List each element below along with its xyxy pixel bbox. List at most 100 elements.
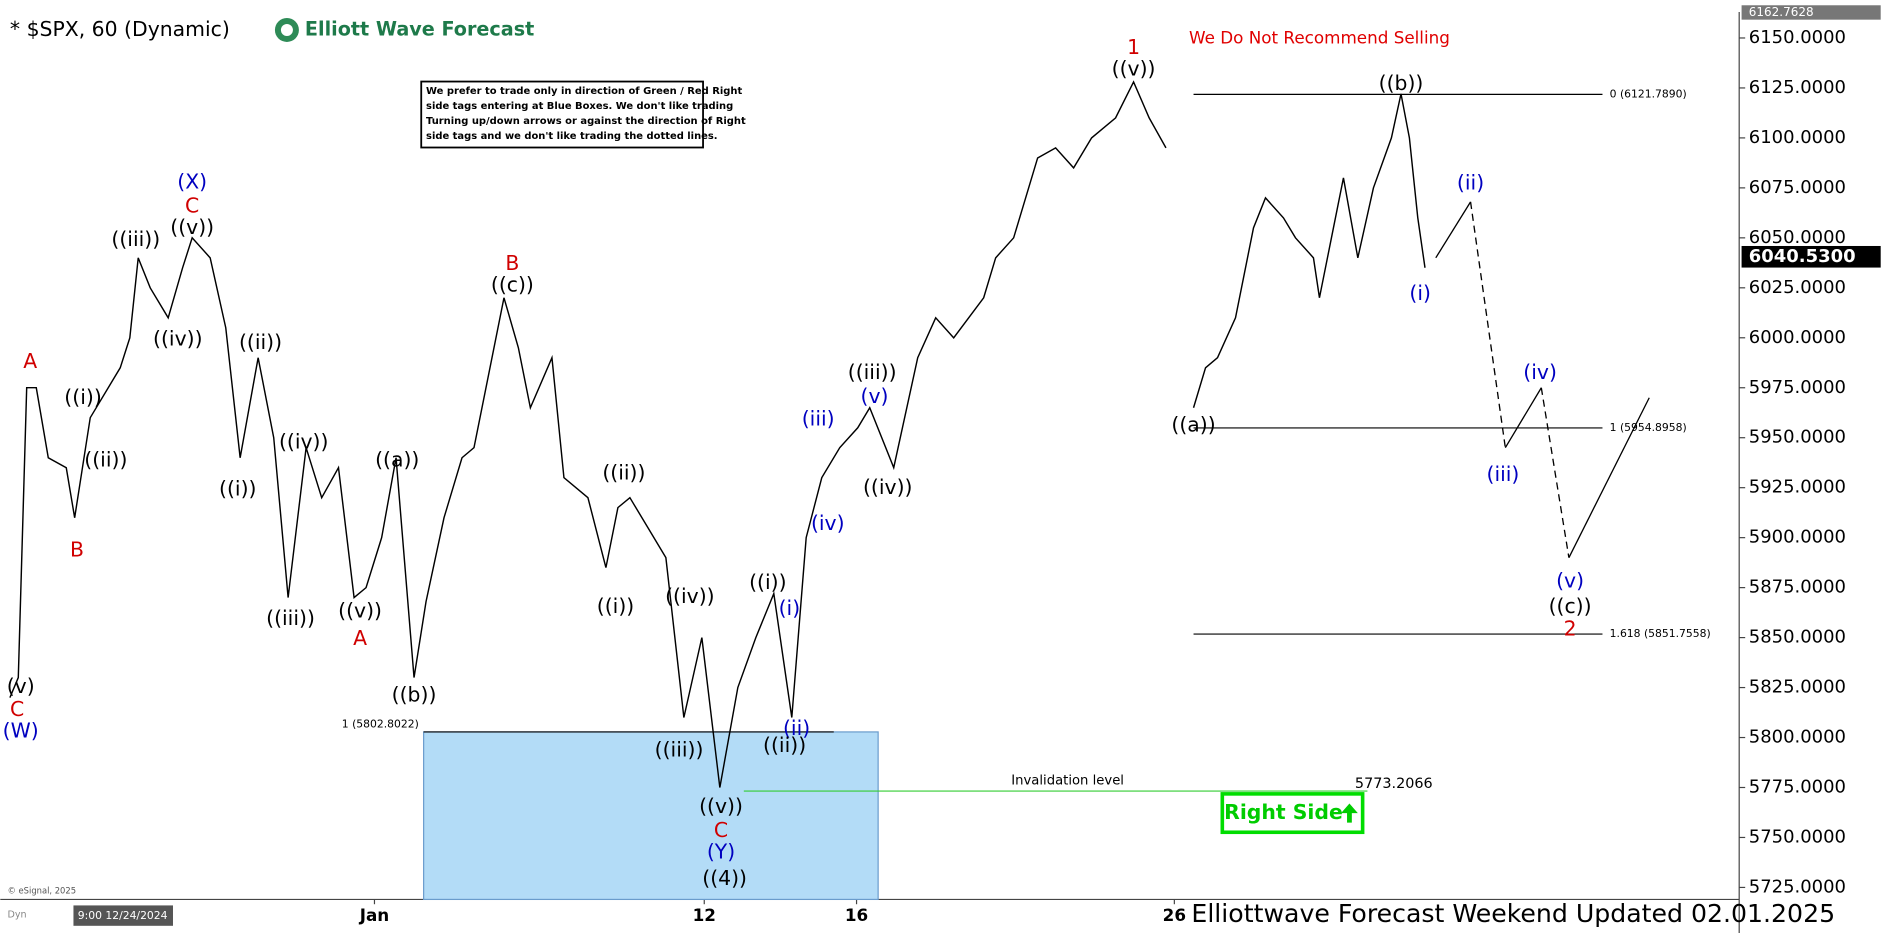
projection-segment [1568, 397, 1650, 558]
wave-label: (iv) [811, 511, 845, 535]
wave-label: ((b)) [392, 683, 437, 707]
wave-label: 2 [1564, 617, 1577, 641]
wave-label: ((v)) [338, 599, 382, 623]
chart-title: * $SPX, 60 (Dynamic) [10, 17, 230, 41]
y-tick-label: 6150.0000 [1749, 27, 1846, 48]
wave-label: ((iv)) [279, 430, 329, 454]
y-tick-label: 5850.0000 [1749, 627, 1846, 648]
wave-label: (iv) [1523, 360, 1557, 384]
y-tick-label: 6125.0000 [1749, 77, 1846, 98]
y-tick-label: 5800.0000 [1749, 727, 1846, 748]
brand-logo [274, 17, 299, 42]
wave-label: ((ii)) [763, 733, 806, 757]
invalidation-value: 5773.2066 [1355, 776, 1433, 792]
wave-label: ((v)) [699, 794, 743, 818]
wave-label: C [10, 697, 24, 721]
y-tick-label: 5750.0000 [1749, 826, 1846, 847]
wave-label: ((ii)) [239, 330, 282, 354]
blue-box-label: 1 (5802.8022) [342, 718, 419, 731]
y-tick-label: 6075.0000 [1749, 177, 1846, 198]
y-tick-label: 5725.0000 [1749, 876, 1846, 897]
projection-segment [1435, 201, 1472, 259]
wave-label: ((iv)) [153, 326, 203, 350]
wave-label: C [714, 818, 728, 842]
wave-label: ((v)) [1112, 57, 1156, 81]
y-tick-label: 5775.0000 [1749, 776, 1846, 797]
fib-label: 1.618 (5851.7558) [1610, 627, 1711, 640]
y-tick-label: 6050.0000 [1749, 227, 1846, 248]
wave-label: (i) [1409, 281, 1431, 305]
wave-label: ((iii)) [655, 738, 704, 762]
wave-label: (ii) [783, 716, 810, 740]
last-price-box [1741, 245, 1881, 268]
mode-label: Dyn [8, 910, 27, 921]
y-tick-label: 6025.0000 [1749, 277, 1846, 298]
notice-line: side tags and we don't like trading the … [426, 131, 718, 142]
projection-segment [1540, 387, 1570, 558]
wave-label: (W) [3, 719, 39, 743]
y-tick-label: 5950.0000 [1749, 427, 1846, 448]
high-price-label: 6162.7628 [1749, 5, 1814, 19]
wave-label: ((iii)) [266, 606, 315, 630]
wave-label: C [185, 193, 199, 217]
wave-label: (v) [861, 384, 889, 408]
notice-line: We prefer to trade only in direction of … [426, 86, 742, 97]
wave-label: ((i)) [219, 476, 256, 500]
wave-label: ((iii)) [111, 227, 160, 251]
wave-label: 1 [1127, 35, 1140, 59]
fib-label: 0 (6121.7890) [1610, 87, 1687, 100]
x-tick-label: 26 [1163, 905, 1186, 925]
wave-label: A [353, 626, 367, 650]
invalidation-text: Invalidation level [1011, 773, 1124, 788]
wave-label: A [23, 349, 37, 373]
y-tick-label: 6100.0000 [1749, 127, 1846, 148]
wave-label: (iii) [1486, 462, 1519, 486]
wave-label: B [70, 537, 84, 561]
x-tick-label: Jan [359, 905, 390, 925]
wave-label: (v) [7, 674, 35, 698]
wave-label: ((4)) [702, 866, 747, 890]
wave-label: (ii) [1457, 170, 1484, 194]
wave-label: ((c)) [1549, 594, 1592, 618]
warning: We Do Not Recommend Selling [1189, 27, 1450, 47]
wave-label: ((i)) [749, 570, 786, 594]
wave-label: (Y) [707, 840, 735, 864]
notice-line: side tags entering at Blue Boxes. We don… [426, 101, 733, 112]
footer: Elliottwave Forecast Weekend Updated 02.… [1191, 899, 1835, 928]
wave-label: ((b)) [1379, 71, 1424, 95]
wave-label: ((iii)) [848, 360, 897, 384]
wave-label: ((a)) [1171, 413, 1215, 437]
notice-box [420, 80, 704, 149]
wave-label: (iii) [802, 407, 835, 431]
y-tick-label: 6000.0000 [1749, 327, 1846, 348]
last-price-label: 6040.5300 [1749, 246, 1856, 267]
blue-box [423, 731, 879, 901]
wave-label: ((i)) [64, 385, 101, 409]
fib-label: 1 (5954.8958) [1610, 421, 1687, 434]
wave-label: ((ii)) [84, 448, 127, 472]
right-side-label: Right Side [1224, 800, 1343, 824]
wave-label: ((c)) [491, 272, 534, 296]
wave-label: (X) [177, 169, 207, 193]
y-tick-label: 5925.0000 [1749, 477, 1846, 498]
wave-label: (v) [1556, 569, 1584, 593]
right-side-arrow [1341, 803, 1358, 823]
right-side-box [1220, 792, 1365, 835]
price-line [9, 80, 1426, 788]
wave-label: ((i)) [597, 594, 634, 618]
wave-label: ((iv)) [665, 584, 715, 608]
notice-line: Turning up/down arrows or against the di… [426, 116, 746, 127]
cursor-label: 9:00 12/24/2024 [78, 909, 168, 922]
y-tick-label: 5900.0000 [1749, 527, 1846, 548]
wave-label: ((iv)) [863, 475, 913, 499]
wave-label: ((ii)) [602, 461, 645, 485]
logo-inner [280, 23, 293, 36]
wave-label: (i) [779, 596, 801, 620]
brand-name: Elliott Wave Forecast [305, 17, 534, 40]
x-tick-label: 16 [845, 905, 868, 925]
high-price-box [1741, 5, 1881, 20]
wave-label: ((a)) [375, 448, 419, 472]
